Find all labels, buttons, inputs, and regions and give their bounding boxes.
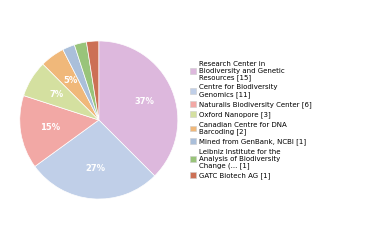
Wedge shape [20,96,99,167]
Wedge shape [35,120,155,199]
Text: 37%: 37% [134,97,154,106]
Wedge shape [99,41,178,176]
Text: 27%: 27% [85,164,105,173]
Wedge shape [63,45,99,120]
Wedge shape [74,42,99,120]
Wedge shape [43,50,99,120]
Text: 7%: 7% [50,90,64,99]
Legend: Research Center in
Biodiversity and Genetic
Resources [15], Centre for Biodivers: Research Center in Biodiversity and Gene… [190,60,312,180]
Text: 5%: 5% [63,76,77,85]
Wedge shape [24,64,99,120]
Text: 15%: 15% [40,123,60,132]
Wedge shape [86,41,99,120]
